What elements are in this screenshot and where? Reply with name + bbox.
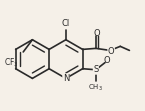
Text: N: N xyxy=(63,74,69,83)
Text: S: S xyxy=(93,65,98,74)
Text: O: O xyxy=(108,47,114,56)
Text: O: O xyxy=(94,29,100,38)
Text: Cl: Cl xyxy=(62,19,70,28)
Text: CF$_3$: CF$_3$ xyxy=(4,56,19,68)
Text: O: O xyxy=(104,56,110,65)
Text: CH$_3$: CH$_3$ xyxy=(88,83,103,93)
